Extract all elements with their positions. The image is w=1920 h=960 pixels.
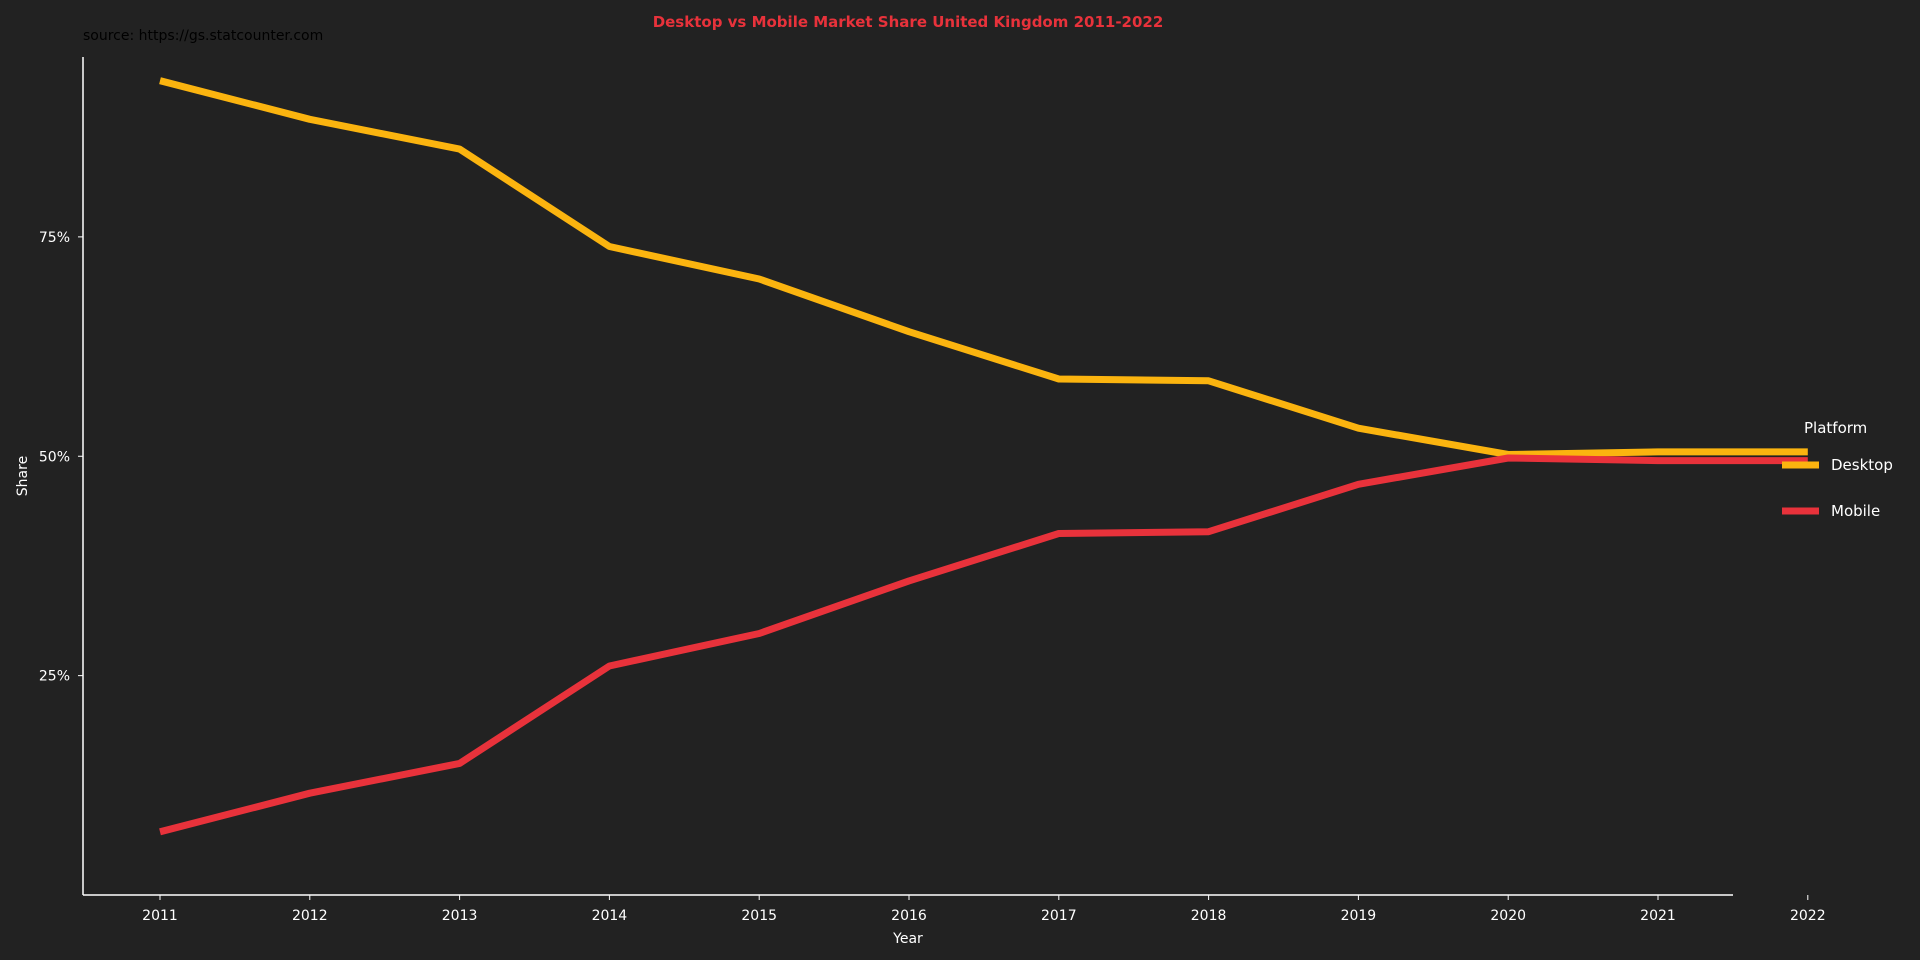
legend: Platform Desktop Mobile bbox=[1782, 419, 1893, 520]
x-tick-label: 2016 bbox=[891, 908, 927, 924]
y-tick-label: 75% bbox=[39, 230, 70, 246]
x-tick-label: 2021 bbox=[1640, 908, 1676, 924]
x-tick-label: 2019 bbox=[1341, 908, 1377, 924]
series-line-desktop bbox=[159, 77, 1808, 458]
x-tick-label: 2014 bbox=[592, 908, 628, 924]
chart-caption: source: https://gs.statcounter.com bbox=[83, 28, 323, 44]
x-tick-label: 2017 bbox=[1041, 908, 1077, 924]
x-tick-label: 2013 bbox=[442, 908, 478, 924]
chart-title: Desktop vs Mobile Market Share United Ki… bbox=[653, 13, 1164, 31]
legend-title: Platform bbox=[1804, 419, 1867, 437]
x-tick-label: 2011 bbox=[142, 908, 178, 924]
legend-label-mobile: Mobile bbox=[1831, 502, 1880, 520]
x-tick-label: 2018 bbox=[1191, 908, 1227, 924]
x-tick-label: 2015 bbox=[741, 908, 777, 924]
series-line-mobile bbox=[159, 454, 1808, 836]
y-tick-label: 50% bbox=[39, 449, 70, 465]
x-axis-title: Year bbox=[892, 931, 923, 947]
x-tick-label: 2012 bbox=[292, 908, 328, 924]
x-axis-ticks: 2011 2012 2013 2014 2015 2016 2017 2018 2019 2020… bbox=[142, 895, 1826, 924]
y-axis-ticks: 25% 50% 75% bbox=[39, 230, 83, 685]
x-tick-label: 2020 bbox=[1490, 908, 1526, 924]
y-tick-label: 25% bbox=[39, 669, 70, 685]
legend-label-desktop: Desktop bbox=[1831, 456, 1893, 474]
x-tick-label: 2022 bbox=[1790, 908, 1826, 924]
series-lines bbox=[159, 77, 1808, 836]
y-axis-title: Share bbox=[15, 456, 31, 496]
plot-area: 25%50%75% 2011 2012 2013 2014 2015 2016 2017 20… bbox=[39, 57, 1826, 924]
